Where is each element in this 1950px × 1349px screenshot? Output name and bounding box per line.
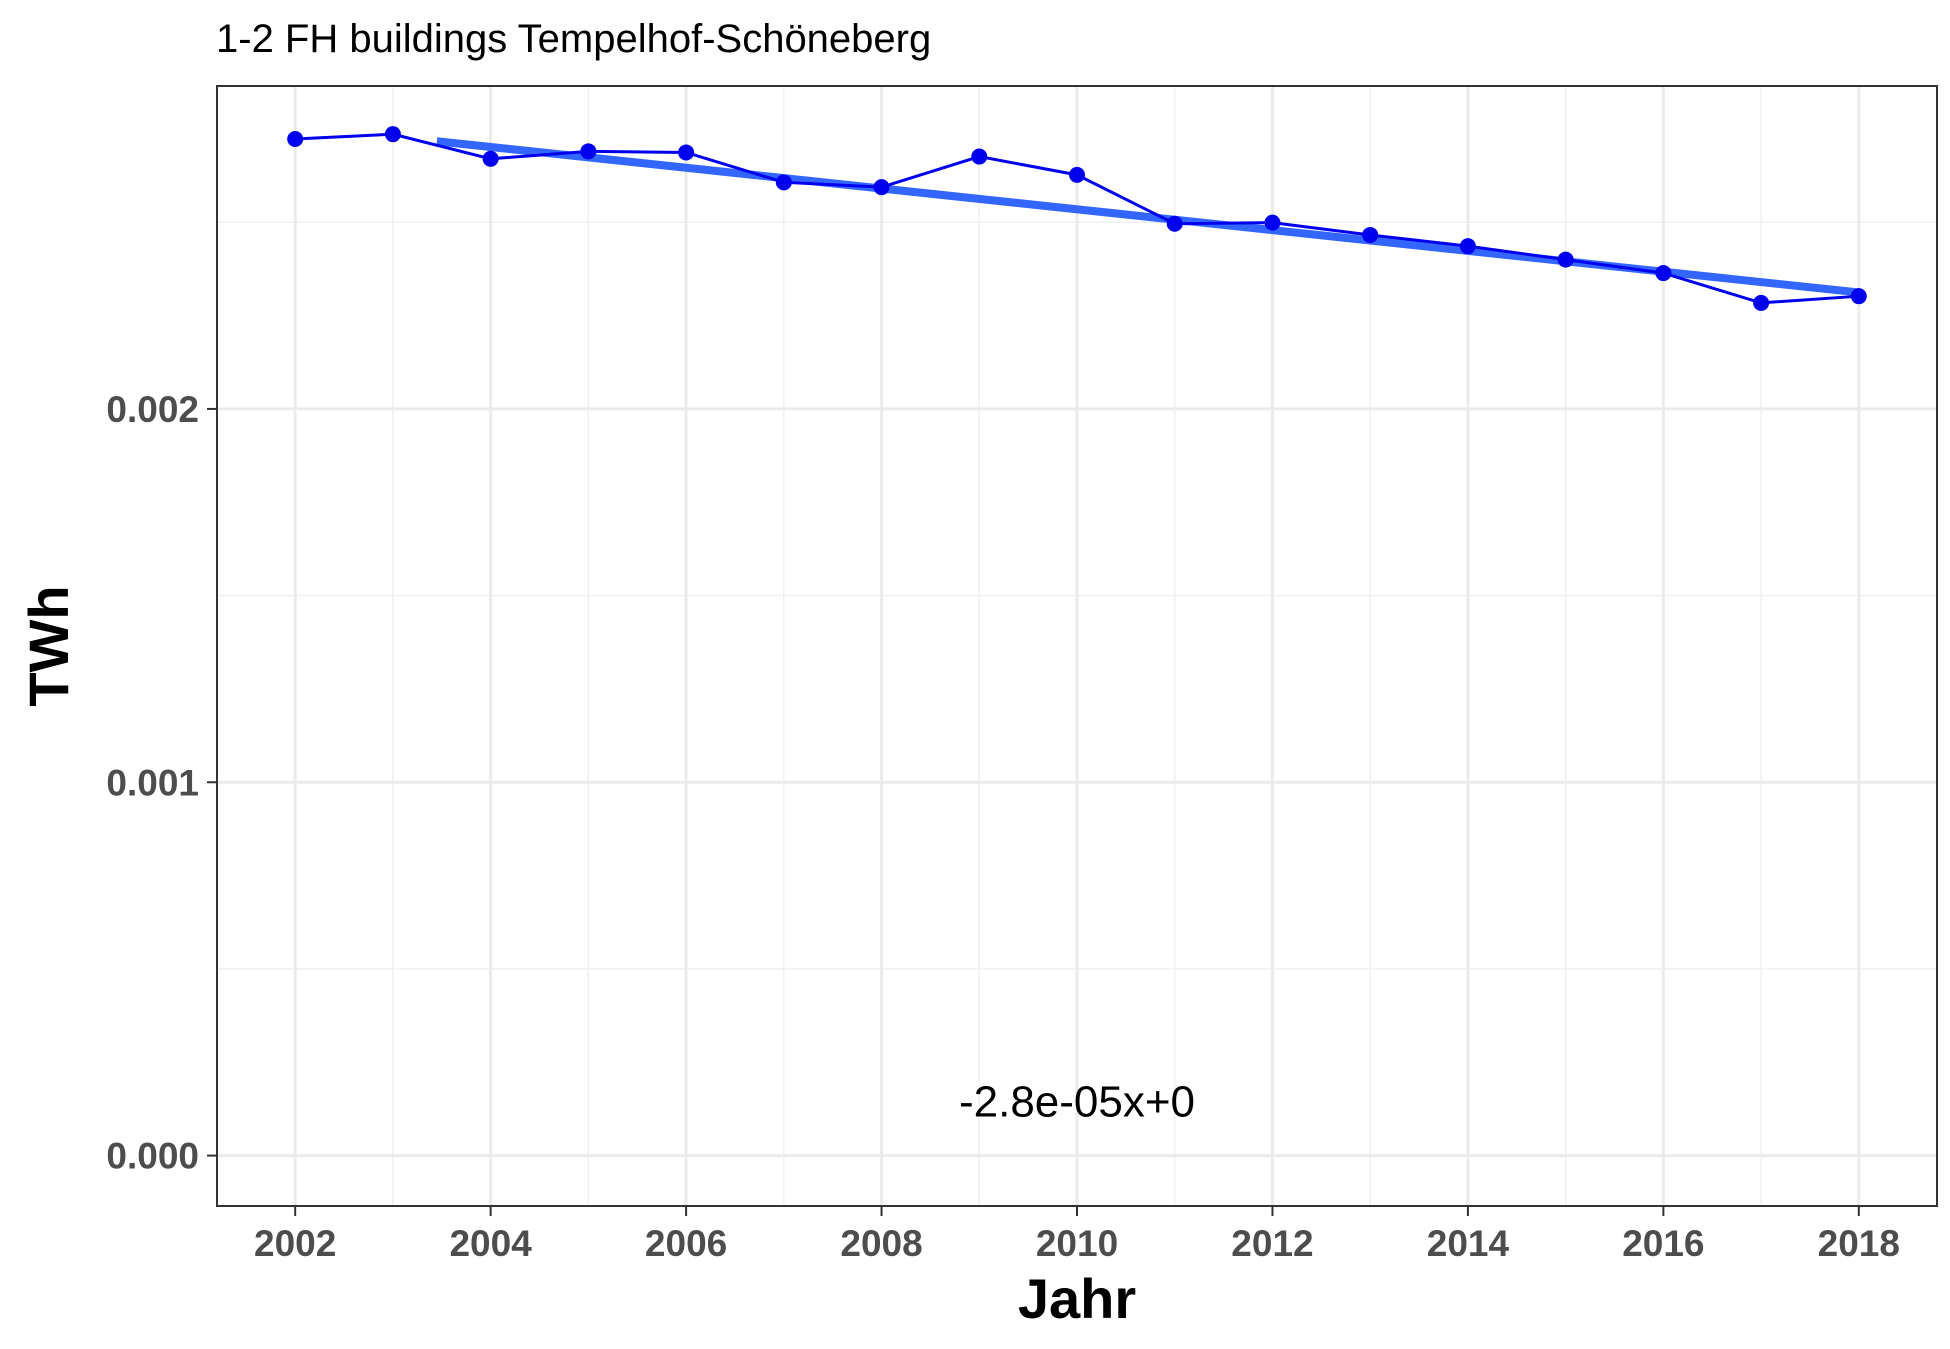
data-point xyxy=(1557,251,1574,268)
x-tick-label: 2016 xyxy=(1622,1223,1704,1264)
x-tick-label: 2008 xyxy=(840,1223,922,1264)
y-tick-label: 0.002 xyxy=(106,389,199,430)
y-tick-label: 0.000 xyxy=(106,1136,199,1177)
x-tick-label: 2006 xyxy=(645,1223,727,1264)
data-point xyxy=(1753,294,1770,311)
x-tick-label: 2012 xyxy=(1231,1223,1313,1264)
y-axis: 0.000 0.001 0.002 xyxy=(106,389,217,1177)
x-tick-label: 2018 xyxy=(1818,1223,1900,1264)
data-point xyxy=(971,148,988,165)
data-point xyxy=(1655,265,1672,282)
data-point xyxy=(384,126,401,143)
series-layer xyxy=(287,126,1867,311)
x-tick-label: 2004 xyxy=(449,1223,532,1264)
x-axis-title: Jahr xyxy=(1018,1267,1136,1330)
x-tick-label: 2002 xyxy=(254,1223,336,1264)
y-tick-label: 0.001 xyxy=(106,762,199,803)
chart-title: 1-2 FH buildings Tempelhof-Schöneberg xyxy=(216,17,931,61)
x-axis: 2002 2004 2006 2008 2010 2012 2014 2016 2018 xyxy=(254,1206,1900,1264)
data-point xyxy=(775,174,792,191)
data-point xyxy=(287,131,304,148)
data-point xyxy=(580,143,597,160)
data-point xyxy=(1362,226,1379,243)
data-point xyxy=(1850,288,1867,305)
data-point xyxy=(1166,215,1183,232)
data-point xyxy=(873,179,890,196)
x-tick-label: 2014 xyxy=(1427,1223,1510,1264)
data-point xyxy=(482,150,499,167)
data-point xyxy=(1459,238,1476,255)
y-axis-title: TWh xyxy=(17,585,80,706)
data-point xyxy=(678,144,695,161)
data-point xyxy=(1264,214,1281,231)
x-tick-label: 2010 xyxy=(1036,1223,1118,1264)
major-gridlines xyxy=(217,86,1937,1206)
regression-equation: -2.8e-05x+0 xyxy=(959,1077,1195,1126)
data-point xyxy=(1069,166,1085,183)
